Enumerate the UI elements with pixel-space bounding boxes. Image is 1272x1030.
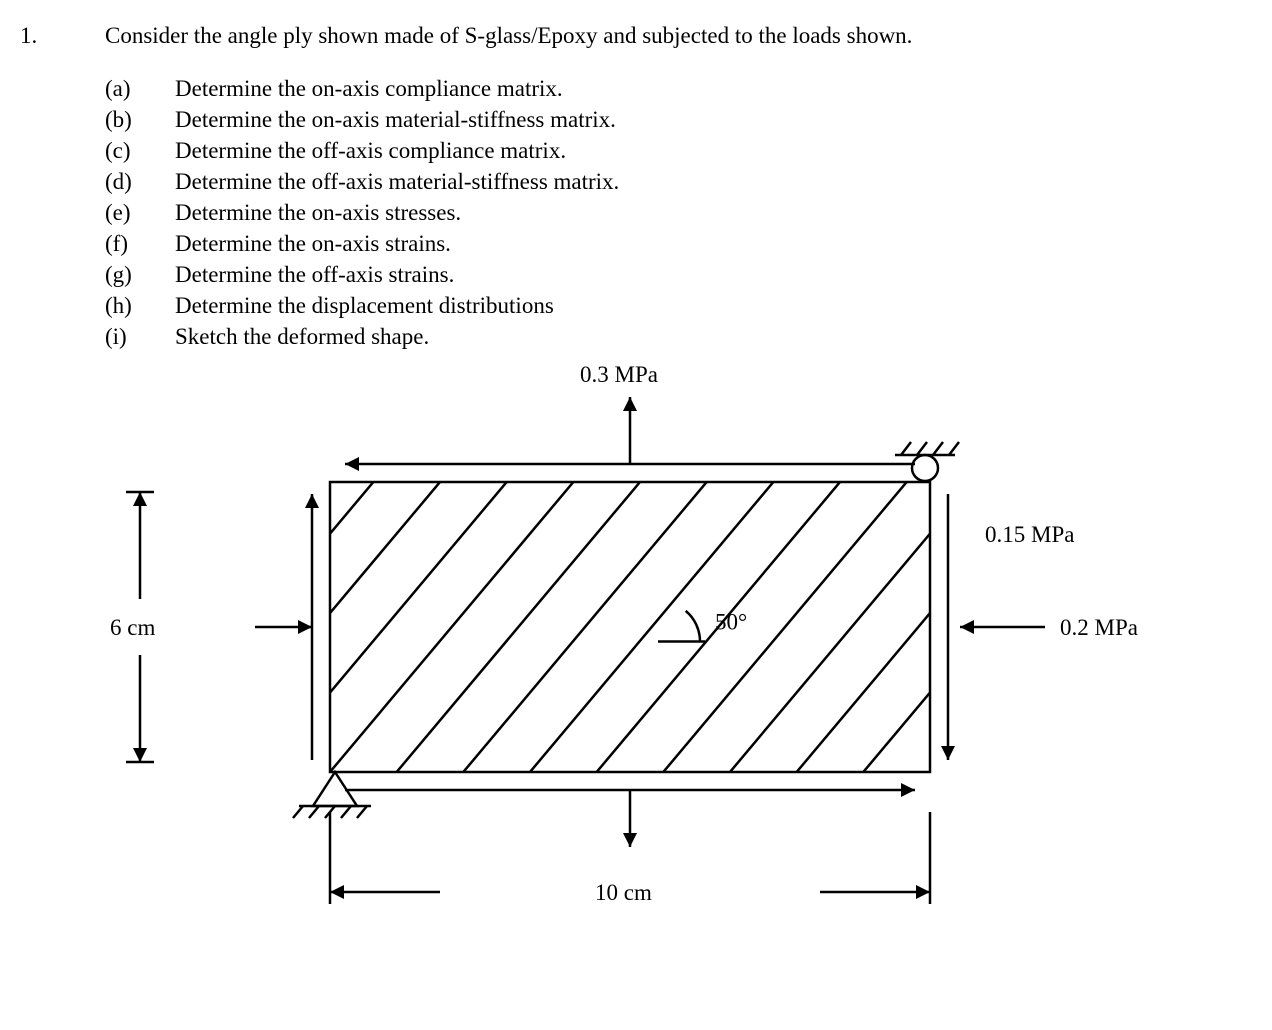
part-label: (c) [105,135,175,166]
part-g: (g) Determine the off-axis strains. [105,259,1232,290]
part-a: (a) Determine the on-axis compliance mat… [105,73,1232,104]
part-label: (f) [105,228,175,259]
part-text: Determine the off-axis strains. [175,259,1232,290]
svg-text:6 cm: 6 cm [110,615,155,640]
part-text: Determine the on-axis material-stiffness… [175,104,1232,135]
part-text: Determine the off-axis material-stiffnes… [175,166,1232,197]
part-text: Determine the on-axis stresses. [175,197,1232,228]
part-b: (b) Determine the on-axis material-stiff… [105,104,1232,135]
svg-text:10 cm: 10 cm [595,880,652,905]
part-e: (e) Determine the on-axis stresses. [105,197,1232,228]
part-label: (a) [105,73,175,104]
part-d: (d) Determine the off-axis material-stif… [105,166,1232,197]
diagram-svg: 50° 0.3 MPa 0.2 MPa 0.15 MPa 6 cm 10 cm [20,362,1170,942]
part-label: (d) [105,166,175,197]
question-row: 1. Consider the angle ply shown made of … [20,20,1232,352]
part-text: Determine the displacement distributions [175,290,1232,321]
part-text: Determine the off-axis compliance matrix… [175,135,1232,166]
page: 1. Consider the angle ply shown made of … [0,0,1272,1030]
question-number: 1. [20,20,105,51]
part-label: (g) [105,259,175,290]
svg-text:0.3 MPa: 0.3 MPa [580,362,658,387]
part-i: (i) Sketch the deformed shape. [105,321,1232,352]
part-label: (e) [105,197,175,228]
svg-text:50°: 50° [715,610,747,635]
part-label: (i) [105,321,175,352]
svg-text:0.15 MPa: 0.15 MPa [985,522,1074,547]
part-c: (c) Determine the off-axis compliance ma… [105,135,1232,166]
part-f: (f) Determine the on-axis strains. [105,228,1232,259]
part-label: (b) [105,104,175,135]
part-text: Sketch the deformed shape. [175,321,1232,352]
part-text: Determine the on-axis compliance matrix. [175,73,1232,104]
figure: 50° 0.3 MPa 0.2 MPa 0.15 MPa 6 cm 10 cm [20,362,1232,942]
part-text: Determine the on-axis strains. [175,228,1232,259]
parts-list: (a) Determine the on-axis compliance mat… [105,73,1232,352]
question-prompt: Consider the angle ply shown made of S-g… [105,23,912,48]
question-body: Consider the angle ply shown made of S-g… [105,20,1232,352]
part-h: (h) Determine the displacement distribut… [105,290,1232,321]
svg-text:0.2 MPa: 0.2 MPa [1060,615,1138,640]
part-label: (h) [105,290,175,321]
